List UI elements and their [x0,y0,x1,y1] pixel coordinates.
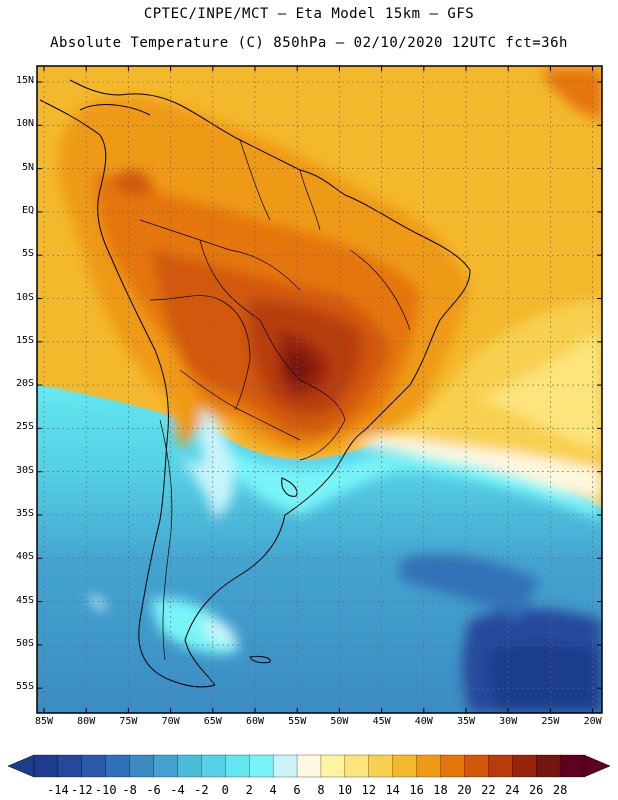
colorbar-label: -8 [122,783,137,797]
graticule [37,66,602,713]
colorbar-label: 14 [385,783,400,797]
map-frame [36,65,603,714]
lon-label: 30W [499,716,518,727]
colorbar-label: -14 [47,783,69,797]
colorbar-swatch [177,754,203,778]
lon-label: 35W [456,716,476,727]
lat-label: 50S [15,637,34,649]
colorbar-arrow-high [583,754,611,778]
colorbar-swatch [440,754,466,778]
lat-label: EQ [21,204,34,216]
colorbar-swatch [225,754,250,778]
colorbar-label: -6 [146,783,161,797]
colorbar-swatch [368,754,394,778]
country-borders [139,139,411,661]
colorbar-swatch [488,754,513,778]
lat-label: 45S [15,594,34,606]
lat-label: 30S [15,464,34,476]
colorbar-label: 24 [505,783,520,797]
axis-ticks [37,66,602,713]
lat-label: 20S [15,378,34,390]
colorbar-swatch [201,754,226,778]
lon-label: 45W [372,716,391,727]
coastlines [39,79,471,688]
lat-label: 5S [21,248,34,260]
colorbar-label: 8 [317,783,325,797]
lat-label: 25S [15,421,34,433]
lon-label: 85W [34,716,54,727]
colorbar-swatch [33,754,59,778]
colorbar-label: 28 [552,783,568,797]
colorbar [7,754,611,778]
colorbar-swatch [296,754,322,778]
lon-label: 65W [203,716,222,727]
lon-label: 70W [161,716,180,727]
lat-label: 15N [15,75,34,86]
colorbar-swatch [392,754,418,778]
colorbar-label: 20 [457,783,472,797]
lon-label: 25W [541,716,560,727]
colorbar-label: 0 [221,783,229,797]
colorbar-swatch [512,754,537,778]
lon-label: 60W [245,716,265,727]
colorbar-swatch [129,754,155,778]
colorbar-swatch [105,754,131,778]
colorbar-label: 26 [528,783,544,797]
colorbar-swatch [344,754,370,778]
lon-label: 80W [77,716,96,727]
colorbar-swatch [57,754,83,778]
lat-label: 15S [15,334,34,346]
colorbar-swatch [272,754,298,778]
lon-label: 20W [583,716,602,727]
colorbar-swatch [320,754,346,778]
colorbar-label: 6 [293,783,301,797]
colorbar-label: 18 [433,783,448,797]
colorbar-label: -10 [94,783,117,797]
colorbar-swatch [249,754,274,778]
colorbar-swatch [559,754,585,778]
colorbar-label: -4 [170,783,185,797]
colorbar-swatch [153,754,179,778]
colorbar-label: 12 [361,783,376,797]
lon-label: 50W [330,716,349,727]
map-field [37,66,602,713]
colorbar-swatch [464,754,489,778]
lat-label: 5N [21,161,34,173]
colorbar-label: 2 [245,783,253,797]
colorbar-label: -12 [70,783,93,797]
colorbar-label: -2 [194,783,209,797]
colorbar-label: 4 [269,783,277,797]
colorbar-label: 10 [337,783,353,797]
colorbar-label: 22 [481,783,496,797]
lat-label: 40S [15,551,34,563]
lon-label: 75W [119,716,138,727]
colorbar-swatch [416,754,442,778]
lon-label: 55W [288,716,307,727]
colorbar-swatch [536,754,561,778]
colorbar-label: 16 [409,783,424,797]
lat-label: 10N [15,118,34,130]
colorbar-swatch [81,754,107,778]
lat-label: 10S [15,291,34,303]
map-title-line-1: CPTEC/INPE/MCT – Eta Model 15km – GFS [143,6,475,22]
lat-label: 35S [15,508,34,519]
map-title-line-2: Absolute Temperature (C) 850hPa – 02/10/… [50,35,568,51]
lat-label: 55S [15,681,34,693]
colorbar-arrow-low [7,754,35,778]
lon-label: 40W [414,716,433,727]
